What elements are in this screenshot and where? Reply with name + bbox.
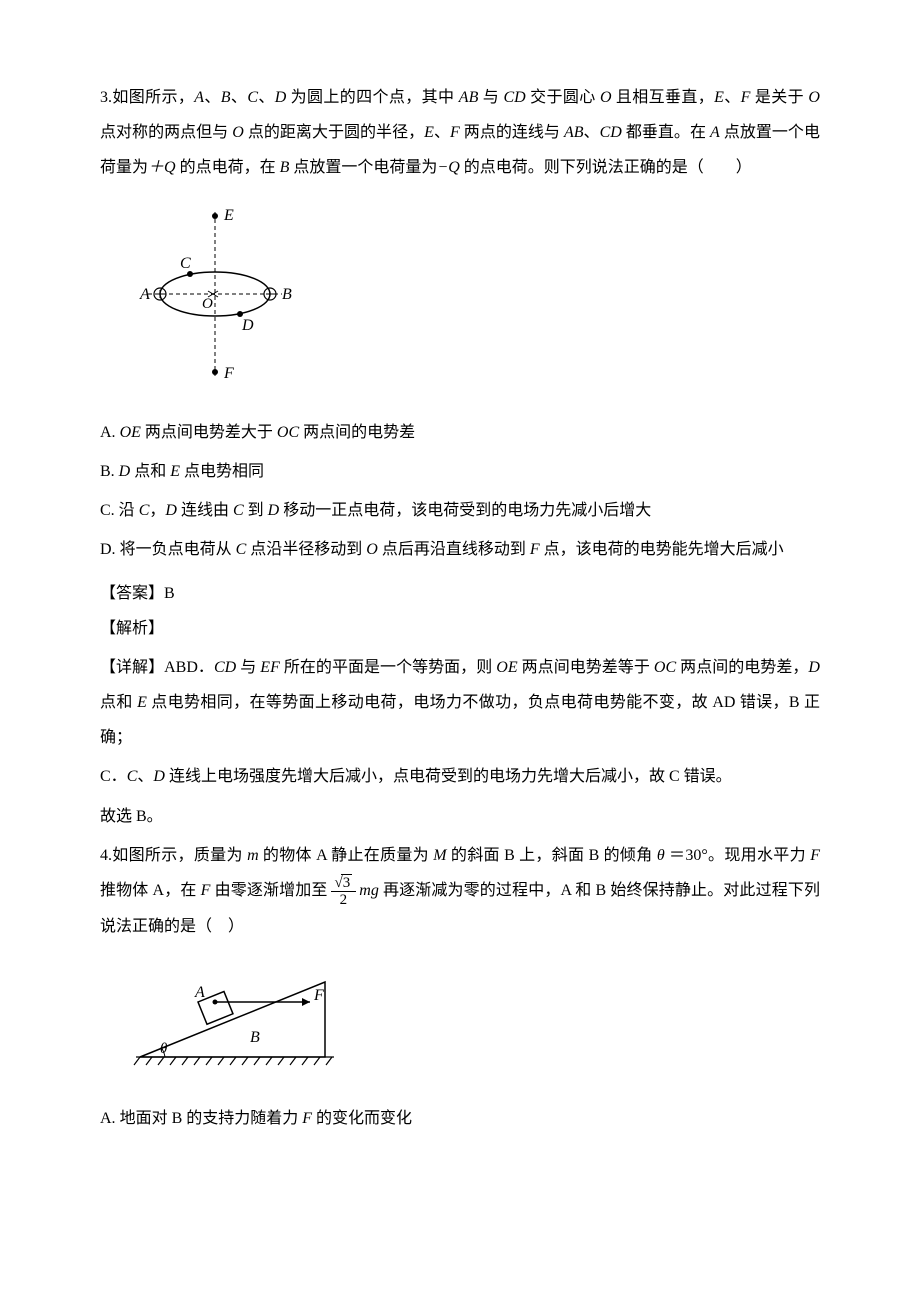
- q3-figure: E F C D A B O: [130, 204, 820, 397]
- q3-answer: 【答案】B: [100, 576, 820, 611]
- svg-text:C: C: [180, 255, 191, 272]
- q3-text: 3.如图所示，A、B、C、D 为圆上的四个点，其中 AB 与 CD 交于圆心 O…: [100, 80, 820, 186]
- svg-text:A: A: [139, 286, 150, 303]
- svg-text:A: A: [194, 984, 205, 1001]
- svg-text:D: D: [241, 317, 254, 334]
- svg-text:E: E: [223, 207, 234, 224]
- svg-text:B: B: [250, 1029, 260, 1046]
- q3-option-d: D. 将一负点电荷从 C 点沿半径移动到 O 点后再沿直线移动到 F 点，该电荷…: [100, 532, 820, 567]
- q3-analysis-label: 【解析】: [100, 611, 820, 646]
- svg-text:O: O: [202, 296, 213, 312]
- q3-option-a: A. OE 两点间电势差大于 OC 两点间的电势差: [100, 415, 820, 450]
- q3-detail-abd: 【详解】ABD．CD 与 EF 所在的平面是一个等势面，则 OE 两点间电势差等…: [100, 650, 820, 756]
- q3-option-c: C. 沿 C，D 连线由 C 到 D 移动一正点电荷，该电荷受到的电场力先减小后…: [100, 493, 820, 528]
- q4-text: 4.如图所示，质量为 m 的物体 A 静止在质量为 M 的斜面 B 上，斜面 B…: [100, 838, 820, 944]
- q4-number: 4.: [100, 847, 112, 864]
- q4-diagram-svg: A F B θ: [130, 962, 340, 1070]
- q3-detail-c: C．C、D 连线上电场强度先增大后减小，点电荷受到的电场力先增大后减小，故 C …: [100, 759, 820, 794]
- q4-option-a: A. 地面对 B 的支持力随着力 F 的变化而变化: [100, 1101, 820, 1136]
- q4-figure: A F B θ: [130, 962, 820, 1083]
- fraction: 32: [331, 874, 357, 909]
- q3-detail-end: 故选 B。: [100, 799, 820, 834]
- q3-number: 3.: [100, 89, 112, 106]
- svg-text:F: F: [313, 987, 324, 1004]
- q3-option-b: B. D 点和 E 点电势相同: [100, 454, 820, 489]
- svg-text:F: F: [223, 365, 234, 382]
- svg-text:B: B: [282, 286, 292, 303]
- q3-diagram-svg: E F C D A B O: [130, 204, 300, 384]
